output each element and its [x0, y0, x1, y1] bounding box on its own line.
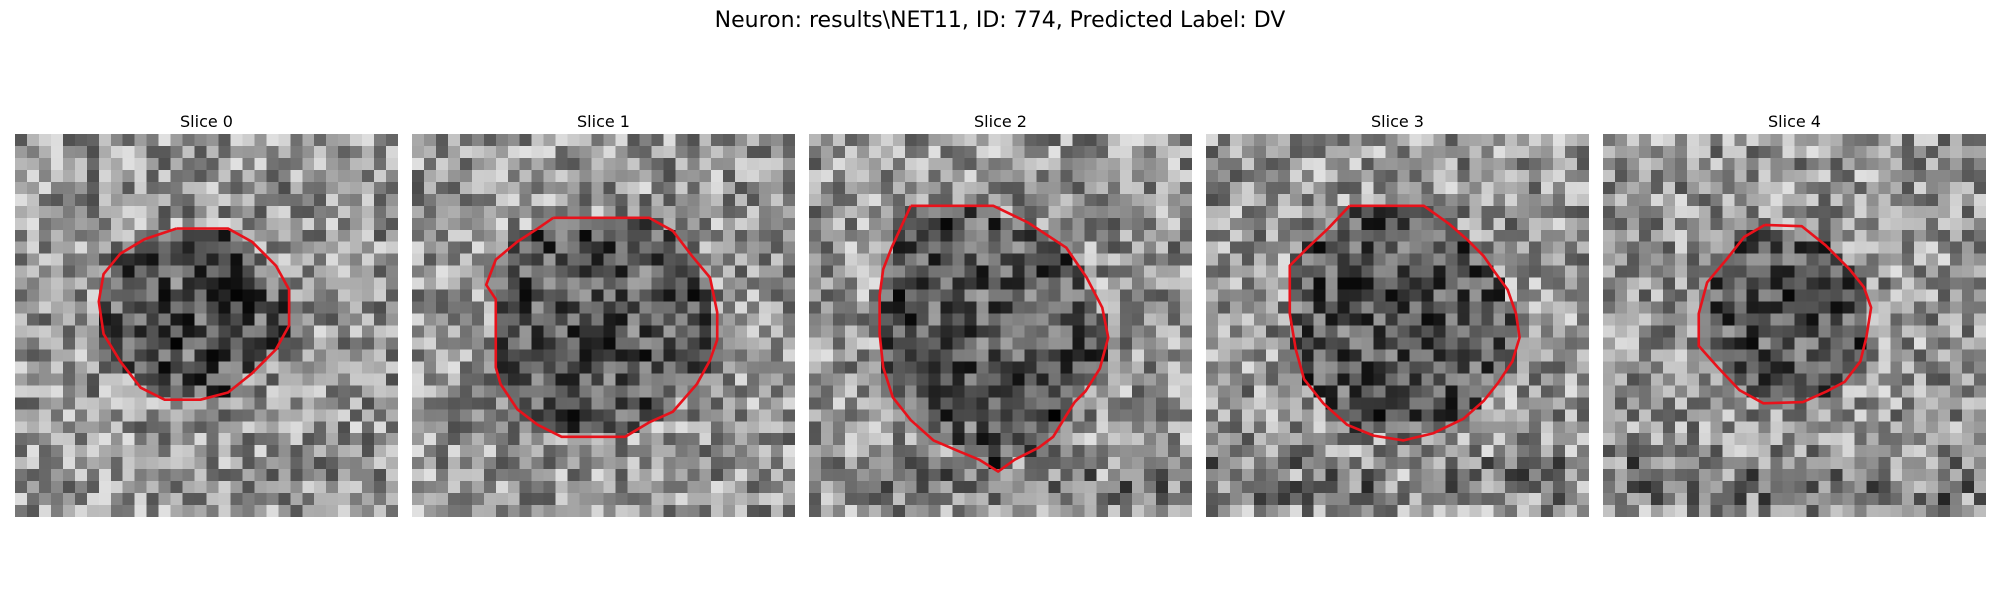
contour-overlay-0 [97, 227, 291, 402]
contour-overlay-2 [878, 204, 1110, 473]
slice-pixels-2 [809, 134, 1192, 517]
contour-line-1 [484, 216, 719, 439]
contour-line-4 [1697, 223, 1873, 405]
contour-line-0 [97, 227, 291, 402]
slice-pixels-4 [1603, 134, 1986, 517]
slice-image-2 [809, 134, 1192, 517]
slice-panel-3: Slice 3 [1206, 110, 1589, 517]
contour-overlay-1 [484, 216, 719, 439]
contour-overlay-3 [1288, 204, 1521, 442]
slice-image-0 [15, 134, 398, 517]
contour-line-3 [1288, 204, 1521, 442]
contour-overlay-4 [1697, 223, 1873, 405]
contour-line-2 [878, 204, 1110, 473]
slice-panel-0: Slice 0 [15, 110, 398, 517]
slice-panel-2: Slice 2 [809, 110, 1192, 517]
slice-title-2: Slice 2 [974, 112, 1027, 131]
slice-pixels-0 [15, 134, 398, 517]
slice-title-0: Slice 0 [180, 112, 233, 131]
slice-title-3: Slice 3 [1371, 112, 1424, 131]
slice-title-4: Slice 4 [1768, 112, 1821, 131]
slice-image-1 [412, 134, 795, 517]
slice-image-4 [1603, 134, 1986, 517]
slice-title-1: Slice 1 [577, 112, 630, 131]
slice-image-3 [1206, 134, 1589, 517]
slice-panel-4: Slice 4 [1603, 110, 1986, 517]
slice-panel-1: Slice 1 [412, 110, 795, 517]
slice-pixels-3 [1206, 134, 1589, 517]
slice-pixels-1 [412, 134, 795, 517]
figure-title: Neuron: results\NET11, ID: 774, Predicte… [714, 8, 1286, 33]
